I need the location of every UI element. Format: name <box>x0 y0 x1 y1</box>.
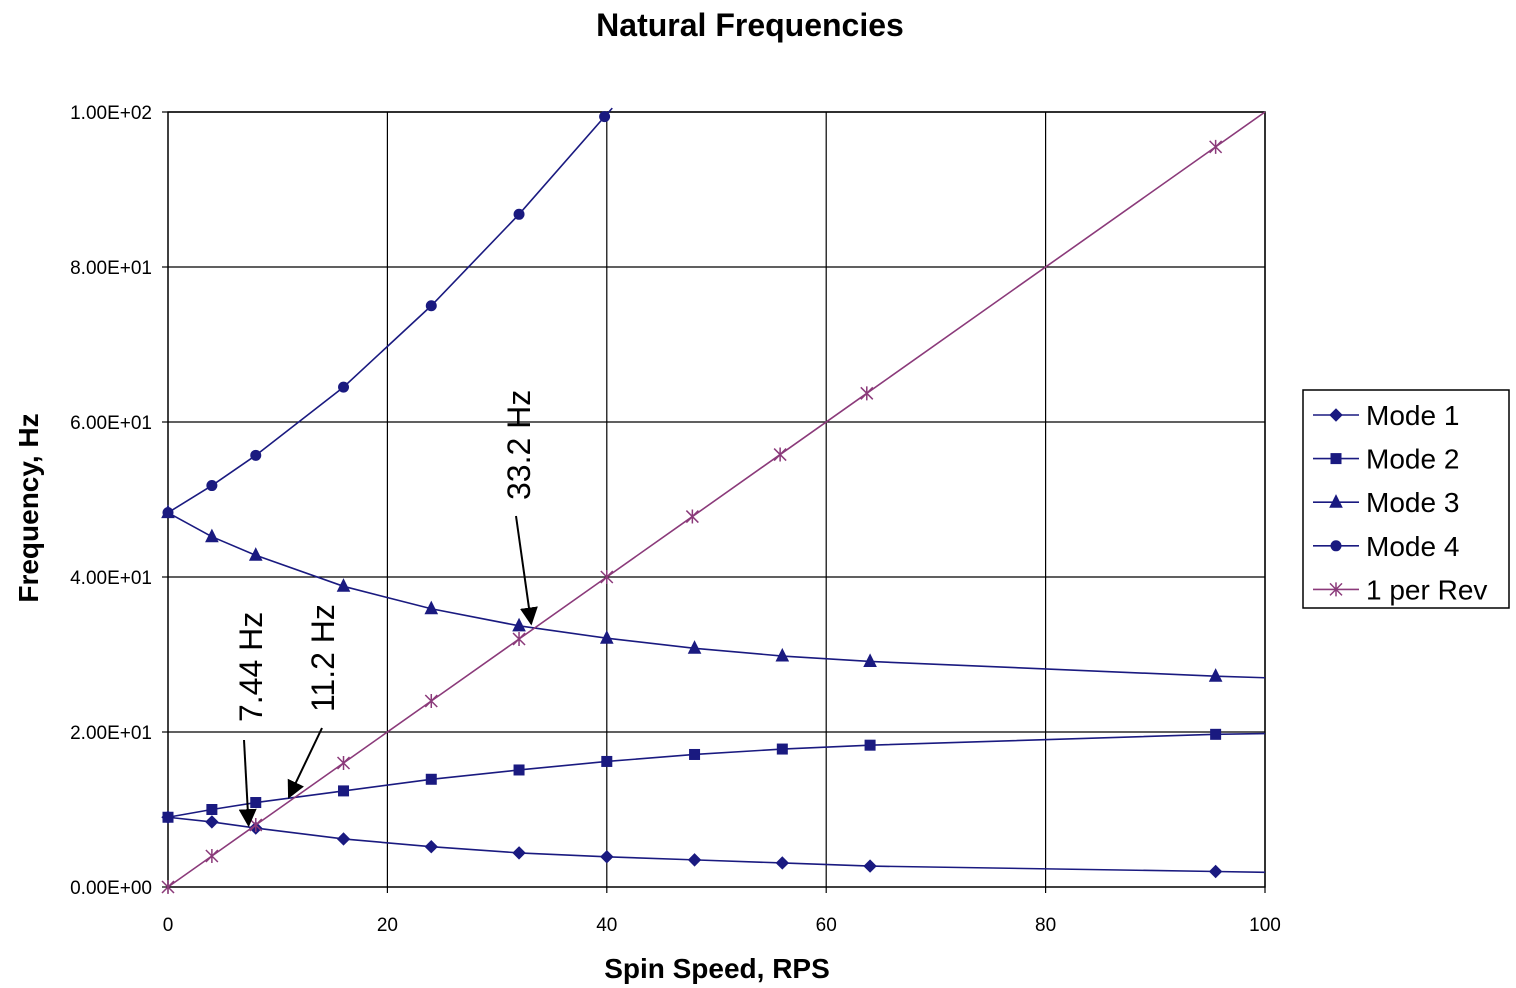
legend-marker <box>1329 582 1343 597</box>
data-point <box>205 815 219 829</box>
data-point <box>424 694 438 708</box>
data-point <box>687 853 702 867</box>
legend-label: Mode 3 <box>1366 487 1459 518</box>
legend-marker <box>1329 494 1343 508</box>
data-point <box>1208 668 1223 682</box>
data-point <box>206 480 218 492</box>
y-tick-label: 8.00E+01 <box>70 258 152 279</box>
data-point <box>336 756 351 770</box>
data-point <box>773 447 787 462</box>
legend-label: 1 per Rev <box>1366 574 1487 605</box>
y-tick-label: 2.00E+01 <box>70 723 152 744</box>
annotation-label: 33.2 Hz <box>501 390 537 500</box>
data-point <box>776 743 788 755</box>
data-point <box>864 739 876 751</box>
annotation-arrow <box>238 739 257 828</box>
legend-item: Mode 3 <box>1313 487 1459 518</box>
data-point <box>1210 728 1222 740</box>
legend-item: Mode 2 <box>1313 444 1459 475</box>
data-point <box>248 547 263 561</box>
data-point <box>863 653 877 667</box>
x-tick-label: 40 <box>596 915 617 936</box>
annotation-arrow <box>287 727 323 799</box>
data-point <box>863 859 877 873</box>
annotation: 11.2 Hz <box>287 604 341 799</box>
chart-title: Natural Frequencies <box>596 7 904 43</box>
series-line-mode-3 <box>167 511 1266 679</box>
x-tick-label: 20 <box>377 915 398 936</box>
axes: 0 20 40 60 80 100 0.00E+00 2.00E+01 4.00E+01 6.00… <box>70 103 1281 936</box>
data-series <box>161 107 1266 894</box>
data-point <box>338 381 350 393</box>
series-line-1-per-rev <box>167 111 1266 888</box>
y-tick-label: 0.00E+00 <box>70 878 152 899</box>
data-point <box>775 856 790 870</box>
y-tick-label: 4.00E+01 <box>70 568 152 589</box>
x-axis-title: Spin Speed, RPS <box>604 953 830 984</box>
data-point <box>161 880 175 894</box>
data-point <box>425 300 437 312</box>
data-point <box>599 111 611 123</box>
series-line-mode-4 <box>167 107 613 514</box>
data-point <box>424 600 439 615</box>
annotation-label: 7.44 Hz <box>233 612 269 722</box>
data-point <box>860 386 874 401</box>
data-point <box>250 797 262 809</box>
x-tick-label: 80 <box>1035 915 1056 936</box>
data-point <box>775 647 790 662</box>
data-point <box>513 764 525 776</box>
data-point <box>336 832 351 846</box>
legend-label: Mode 4 <box>1366 531 1459 562</box>
legend-marker <box>1330 540 1342 552</box>
data-point <box>250 449 262 461</box>
x-tick-label: 100 <box>1249 915 1281 936</box>
data-point <box>512 846 526 860</box>
legend-marker <box>1329 408 1343 422</box>
data-point <box>424 839 438 854</box>
series-mode-4 <box>162 107 613 519</box>
data-point <box>512 632 526 646</box>
data-point <box>205 849 219 863</box>
legend: Mode 1 Mode 2 Mode 3 Mode 4 1 per Rev <box>1302 389 1510 609</box>
annotation: 33.2 Hz <box>501 390 538 626</box>
data-point <box>687 640 702 654</box>
legend-marker <box>1330 453 1342 465</box>
data-point <box>600 570 614 584</box>
annotations: 7.44 Hz 11.2 Hz 33.2 Hz <box>233 390 538 828</box>
y-axis-title: Frequency, Hz <box>13 413 44 602</box>
annotation-arrow <box>515 515 538 626</box>
annotation: 7.44 Hz <box>233 612 269 828</box>
data-point <box>601 755 613 767</box>
data-point <box>513 208 525 220</box>
plot-area-border <box>167 111 1266 888</box>
legend-item: Mode 4 <box>1313 531 1459 562</box>
data-point <box>336 578 351 592</box>
data-point <box>338 785 350 797</box>
data-point <box>1209 139 1223 154</box>
data-point <box>1208 864 1223 879</box>
data-point <box>600 850 614 864</box>
data-point <box>425 773 437 785</box>
legend-item: 1 per Rev <box>1313 574 1487 605</box>
y-tick-label: 6.00E+01 <box>70 413 152 434</box>
legend-label: Mode 2 <box>1366 444 1459 475</box>
data-point <box>685 509 699 524</box>
legend-label: Mode 1 <box>1366 400 1459 431</box>
x-tick-label: 0 <box>163 915 174 936</box>
data-point <box>205 528 219 543</box>
data-point <box>162 507 174 519</box>
annotation-label: 11.2 Hz <box>305 604 341 712</box>
data-point <box>689 748 701 760</box>
legend-item: Mode 1 <box>1313 400 1459 431</box>
data-point <box>599 630 614 644</box>
data-point <box>206 804 218 815</box>
x-tick-label: 60 <box>816 915 837 936</box>
data-point <box>162 811 174 823</box>
y-tick-label: 1.00E+02 <box>70 103 152 124</box>
